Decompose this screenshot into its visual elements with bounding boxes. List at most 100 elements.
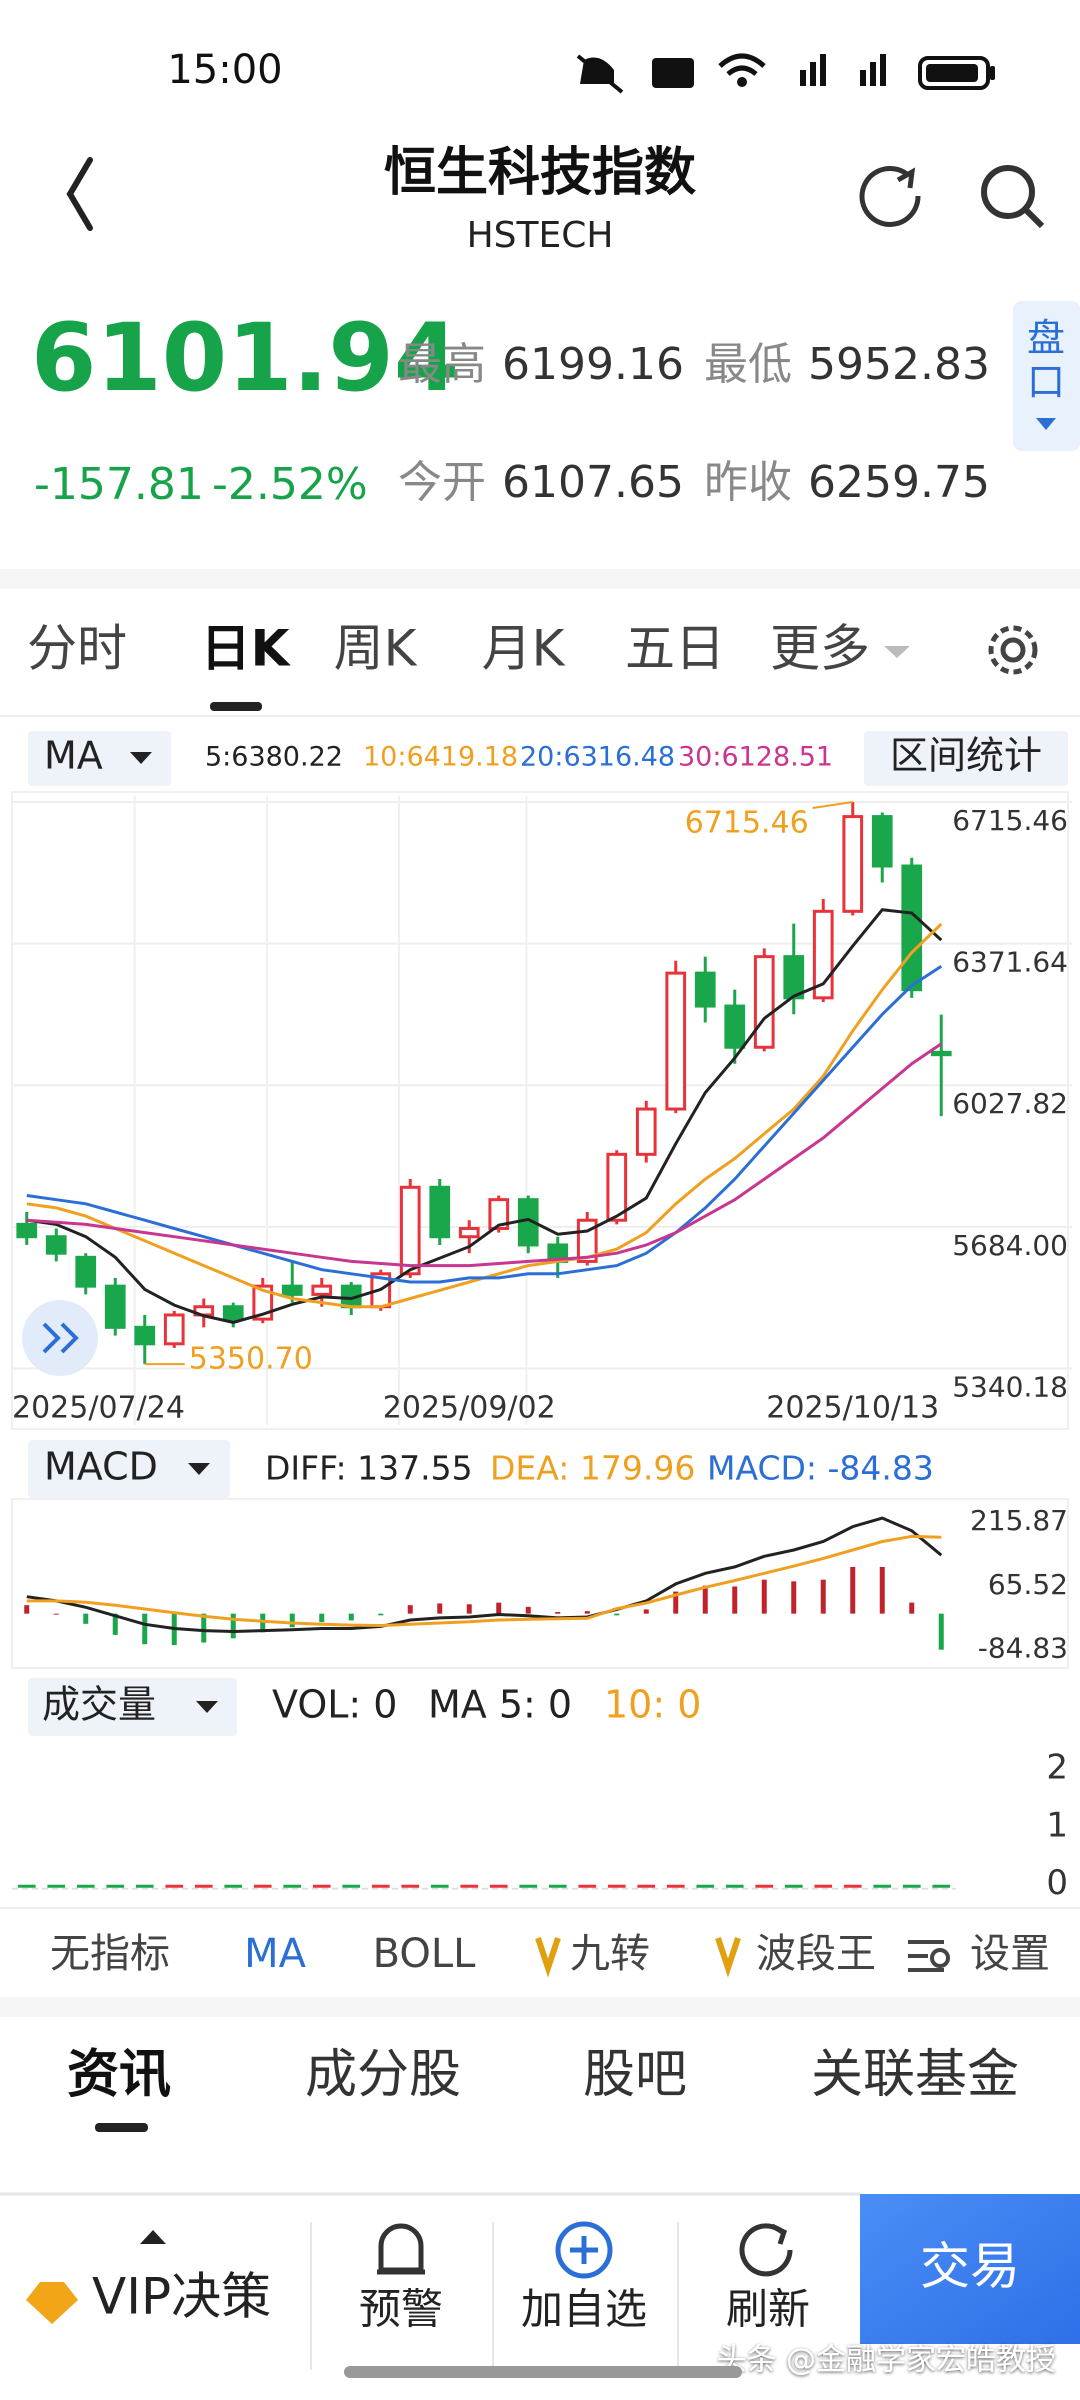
indicator-tab[interactable]: 九转 — [570, 1931, 650, 1977]
back-button[interactable] — [66, 157, 93, 231]
volume-bar — [17, 1884, 36, 1888]
period-tab[interactable]: 五日 — [625, 620, 725, 678]
vip-label[interactable]: VIP决策 — [92, 2268, 271, 2326]
last-price: 6101.94 — [31, 304, 459, 413]
volume-bar — [814, 1884, 833, 1888]
y-tick-label: 6027.82 — [952, 1087, 1068, 1120]
volume-bar — [76, 1884, 95, 1888]
macd-bar — [378, 1613, 384, 1616]
candle-body — [458, 1226, 480, 1239]
v-badge — [715, 1937, 741, 1978]
charts: 6715.46 6371.64 6027.82 5684.00 5340.18 2025/… — [11, 791, 1072, 1903]
candle-body — [694, 971, 716, 1008]
indicator-tab[interactable]: 波段王 — [756, 1931, 876, 1977]
low-label: 最低 — [704, 339, 792, 390]
indicator-tab[interactable]: MA — [244, 1931, 307, 1977]
x-tick-label: 2025/10/13 — [766, 1391, 939, 1426]
volume-bar — [548, 1884, 567, 1888]
watch-icon — [555, 2221, 613, 2279]
macd-bar — [112, 1613, 118, 1635]
change: -157.81 — [34, 459, 204, 510]
refresh-label[interactable]: 刷新 — [726, 2285, 810, 2334]
page-subtitle: HSTECH — [467, 215, 614, 256]
y-tick-label: 1 — [1046, 1805, 1068, 1845]
low-value: 5952.83 — [808, 339, 990, 390]
refresh-icon[interactable] — [859, 166, 921, 227]
tab-indicator — [210, 702, 262, 711]
candle-body — [429, 1185, 451, 1239]
ma-selector[interactable] — [28, 731, 171, 786]
volume-bar — [106, 1884, 125, 1888]
range-stats-label: 区间统计 — [890, 734, 1042, 778]
candle-body — [252, 1284, 274, 1321]
volume-bar — [755, 1884, 774, 1888]
home-indicator — [344, 2366, 742, 2378]
candle-body — [16, 1222, 38, 1239]
ma-legend-value: 30:6128.51 — [678, 742, 833, 773]
candle-body — [134, 1325, 156, 1346]
period-tab[interactable]: 周K — [334, 620, 418, 678]
macd-selector-label: MACD — [44, 1445, 158, 1489]
watermark: 头条 @金融学家宏皓教授 — [716, 2343, 1056, 2378]
y-tick-label: 2 — [1046, 1747, 1068, 1787]
volume-bar — [519, 1884, 538, 1888]
range-stats-button[interactable] — [864, 731, 1068, 786]
volume-legend: VOL: 0 MA 5: 0 10: 0 — [272, 1683, 701, 1727]
macd-bar — [348, 1613, 354, 1621]
volume-bar — [902, 1884, 921, 1888]
volume-selector-label: 成交量 — [42, 1683, 156, 1727]
macd-legend-value: DEA: 179.96 — [490, 1449, 695, 1488]
y-tick-label: 5340.18 — [952, 1370, 1068, 1403]
macd-bar — [525, 1606, 531, 1614]
indicator-tab[interactable]: 设置 — [970, 1931, 1050, 1977]
macd-bar — [24, 1605, 30, 1614]
volume-bar — [430, 1884, 449, 1888]
chart-frame — [11, 1498, 1069, 1669]
macd-bar — [732, 1586, 738, 1614]
expand-arrow[interactable] — [140, 2230, 166, 2244]
macd-bar — [555, 1611, 561, 1614]
candle-body — [635, 1107, 657, 1156]
period-tab[interactable]: 更多 — [770, 620, 870, 678]
period-tab[interactable]: 分时 — [27, 620, 127, 678]
indicator-tabs: 无指标 MA BOLL 九转 波段王 设置 — [50, 1931, 1050, 1978]
settings-icon[interactable] — [988, 625, 1038, 675]
volume-bar — [165, 1884, 184, 1888]
y-tick-label: 5684.00 — [952, 1229, 1068, 1262]
page-title: 恒生科技指数 — [384, 143, 696, 203]
info-tab[interactable]: 资讯 — [67, 2045, 171, 2105]
indicator-tab[interactable]: BOLL — [373, 1931, 477, 1977]
trade-button[interactable] — [860, 2194, 1080, 2344]
annotation-label: 5350.70 — [189, 1342, 313, 1377]
watch-label[interactable]: 加自选 — [521, 2285, 647, 2334]
x-tick-label: 2025/09/02 — [383, 1391, 556, 1426]
info-tab[interactable]: 股吧 — [583, 2045, 687, 2105]
volume-selector[interactable] — [28, 1678, 237, 1736]
y-tick-label: -84.83 — [978, 1632, 1068, 1665]
depth-button[interactable]: 盘口 — [1013, 301, 1080, 451]
period-tab[interactable]: 月K — [482, 620, 566, 678]
info-tab[interactable]: 成分股 — [305, 2045, 461, 2105]
volume-bar — [47, 1884, 66, 1888]
chart-frame — [11, 791, 1069, 1430]
macd-bar — [437, 1603, 443, 1614]
search-icon[interactable] — [981, 165, 1045, 229]
macd-bar — [230, 1613, 236, 1639]
ma-legend: 5:6380.22 10:6419.18 20:6316.48 30:6128.51 — [205, 742, 833, 773]
vip-icon — [26, 2282, 78, 2324]
settings-icon — [908, 1940, 944, 1972]
x-tick-label: 2025/07/24 — [12, 1391, 185, 1426]
volume-bar — [843, 1884, 862, 1888]
y-tick-label: 6371.64 — [952, 946, 1068, 979]
period-tab[interactable]: 日K — [201, 620, 292, 678]
open-label: 今开 — [398, 457, 486, 508]
indicator-line — [26, 1516, 943, 1634]
macd-selector[interactable] — [28, 1440, 230, 1498]
indicator-tab[interactable]: 无指标 — [50, 1931, 170, 1977]
alert-icon — [377, 2223, 425, 2275]
volume-bar — [489, 1884, 508, 1888]
indicator-line — [26, 1534, 942, 1628]
alert-label[interactable]: 预警 — [359, 2285, 443, 2334]
info-tab[interactable]: 关联基金 — [811, 2045, 1019, 2105]
period-tabs: 分时 日K 周K 月K 五日 更多 — [27, 620, 910, 678]
